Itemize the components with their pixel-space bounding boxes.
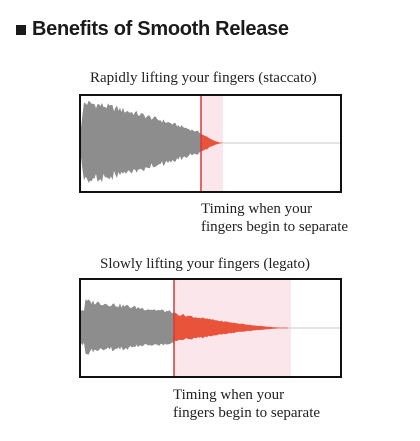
legato-caption: Slowly lifting your fingers (legato) xyxy=(100,256,310,272)
staccato-note-line1: Timing when your xyxy=(201,201,313,217)
staccato-note-line2: fingers begin to separate xyxy=(201,219,349,235)
bullet-square-icon xyxy=(16,24,26,35)
staccato-wave-release xyxy=(201,133,222,152)
staccato-wave-sustain xyxy=(81,100,201,183)
staccato-timing-note: Timing when your fingers begin to separa… xyxy=(201,200,348,236)
legato-waveform-panel xyxy=(79,278,342,378)
legato-timing-note: Timing when your fingers begin to separa… xyxy=(173,386,320,422)
legato-waveform-svg xyxy=(81,280,340,376)
section-heading: Benefits of Smooth Release xyxy=(16,18,289,41)
staccato-waveform-panel xyxy=(79,94,342,193)
legato-wave-sustain xyxy=(81,299,174,355)
legato-note-line2: fingers begin to separate xyxy=(173,405,321,421)
page-title: Benefits of Smooth Release xyxy=(32,18,289,40)
staccato-waveform-svg xyxy=(81,96,340,191)
legato-note-line1: Timing when your xyxy=(173,387,285,403)
staccato-caption: Rapidly lifting your fingers (staccato) xyxy=(90,70,317,86)
legato-wave-release xyxy=(174,312,288,342)
